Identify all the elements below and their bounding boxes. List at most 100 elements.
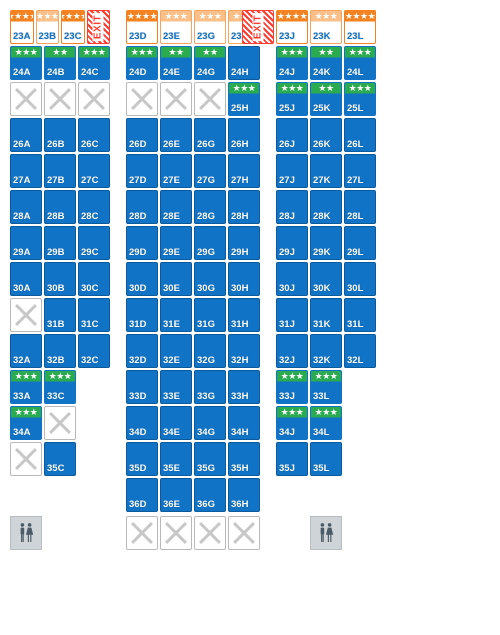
seat-33A[interactable]: ★★★33A — [10, 370, 42, 404]
seat-29H[interactable]: 29H — [228, 226, 260, 260]
seat-27K[interactable]: 27K — [310, 154, 342, 188]
seat-27L[interactable]: 27L — [344, 154, 376, 188]
seat-35E[interactable]: 35E — [160, 442, 192, 476]
seat-26K[interactable]: 26K — [310, 118, 342, 152]
seat-24B[interactable]: ★★24B — [44, 46, 76, 80]
seat-27A[interactable]: 27A — [10, 154, 42, 188]
seat-31G[interactable]: 31G — [194, 298, 226, 332]
seat-31B[interactable]: 31B — [44, 298, 76, 332]
seat-26L[interactable]: 26L — [344, 118, 376, 152]
seat-24E[interactable]: ★★24E — [160, 46, 192, 80]
seat-36G[interactable]: 36G — [194, 478, 226, 512]
seat-32J[interactable]: 32J — [276, 334, 308, 368]
seat-32B[interactable]: 32B — [44, 334, 76, 368]
seat-28A[interactable]: 28A — [10, 190, 42, 224]
seat-34A[interactable]: ★★★34A — [10, 406, 42, 440]
seat-25H[interactable]: ★★★25H — [228, 82, 260, 116]
seat-23G[interactable]: ★★★23G — [194, 10, 226, 44]
seat-29D[interactable]: 29D — [126, 226, 158, 260]
seat-33C[interactable]: ★★★33C — [44, 370, 76, 404]
seat-23J[interactable]: ★★★★23J — [276, 10, 308, 44]
seat-27E[interactable]: 27E — [160, 154, 192, 188]
seat-28E[interactable]: 28E — [160, 190, 192, 224]
seat-24K[interactable]: ★★24K — [310, 46, 342, 80]
seat-30K[interactable]: 30K — [310, 262, 342, 296]
seat-25L[interactable]: ★★★25L — [344, 82, 376, 116]
seat-32E[interactable]: 32E — [160, 334, 192, 368]
seat-24C[interactable]: ★★★24C — [78, 46, 110, 80]
seat-29L[interactable]: 29L — [344, 226, 376, 260]
seat-27G[interactable]: 27G — [194, 154, 226, 188]
seat-33G[interactable]: 33G — [194, 370, 226, 404]
seat-34D[interactable]: 34D — [126, 406, 158, 440]
seat-33J[interactable]: ★★★33J — [276, 370, 308, 404]
seat-27D[interactable]: 27D — [126, 154, 158, 188]
seat-29K[interactable]: 29K — [310, 226, 342, 260]
seat-33D[interactable]: 33D — [126, 370, 158, 404]
seat-28C[interactable]: 28C — [78, 190, 110, 224]
seat-30D[interactable]: 30D — [126, 262, 158, 296]
seat-35G[interactable]: 35G — [194, 442, 226, 476]
seat-23D[interactable]: ★★★★23D — [126, 10, 158, 44]
seat-23E[interactable]: ★★★23E — [160, 10, 192, 44]
seat-28G[interactable]: 28G — [194, 190, 226, 224]
seat-23L[interactable]: ★★★★23L — [344, 10, 376, 44]
seat-26G[interactable]: 26G — [194, 118, 226, 152]
seat-24A[interactable]: ★★★24A — [10, 46, 42, 80]
seat-29A[interactable]: 29A — [10, 226, 42, 260]
seat-27B[interactable]: 27B — [44, 154, 76, 188]
seat-35D[interactable]: 35D — [126, 442, 158, 476]
seat-28D[interactable]: 28D — [126, 190, 158, 224]
seat-32L[interactable]: 32L — [344, 334, 376, 368]
seat-36E[interactable]: 36E — [160, 478, 192, 512]
seat-30B[interactable]: 30B — [44, 262, 76, 296]
seat-31D[interactable]: 31D — [126, 298, 158, 332]
seat-30J[interactable]: 30J — [276, 262, 308, 296]
seat-26C[interactable]: 26C — [78, 118, 110, 152]
seat-24J[interactable]: ★★★24J — [276, 46, 308, 80]
seat-35J[interactable]: 35J — [276, 442, 308, 476]
seat-35C[interactable]: 35C — [44, 442, 76, 476]
seat-31H[interactable]: 31H — [228, 298, 260, 332]
seat-28B[interactable]: 28B — [44, 190, 76, 224]
seat-27J[interactable]: 27J — [276, 154, 308, 188]
seat-32A[interactable]: 32A — [10, 334, 42, 368]
seat-32C[interactable]: 32C — [78, 334, 110, 368]
seat-35H[interactable]: 35H — [228, 442, 260, 476]
seat-26D[interactable]: 26D — [126, 118, 158, 152]
seat-29C[interactable]: 29C — [78, 226, 110, 260]
seat-36D[interactable]: 36D — [126, 478, 158, 512]
seat-31C[interactable]: 31C — [78, 298, 110, 332]
seat-30A[interactable]: 30A — [10, 262, 42, 296]
seat-27H[interactable]: 27H — [228, 154, 260, 188]
seat-28L[interactable]: 28L — [344, 190, 376, 224]
seat-26A[interactable]: 26A — [10, 118, 42, 152]
seat-26J[interactable]: 26J — [276, 118, 308, 152]
seat-30G[interactable]: 30G — [194, 262, 226, 296]
seat-35L[interactable]: 35L — [310, 442, 342, 476]
seat-24D[interactable]: ★★★24D — [126, 46, 158, 80]
seat-26H[interactable]: 26H — [228, 118, 260, 152]
seat-23C[interactable]: ★★★★23C — [61, 10, 85, 44]
seat-34H[interactable]: 34H — [228, 406, 260, 440]
seat-32G[interactable]: 32G — [194, 334, 226, 368]
seat-30L[interactable]: 30L — [344, 262, 376, 296]
seat-29G[interactable]: 29G — [194, 226, 226, 260]
seat-24H[interactable]: 24H — [228, 46, 260, 80]
seat-25J[interactable]: ★★★25J — [276, 82, 308, 116]
seat-28K[interactable]: 28K — [310, 190, 342, 224]
seat-33H[interactable]: 33H — [228, 370, 260, 404]
seat-29E[interactable]: 29E — [160, 226, 192, 260]
seat-24G[interactable]: ★★24G — [194, 46, 226, 80]
seat-30H[interactable]: 30H — [228, 262, 260, 296]
seat-34L[interactable]: ★★★34L — [310, 406, 342, 440]
seat-23A[interactable]: ★★★★23A — [10, 10, 34, 44]
seat-32H[interactable]: 32H — [228, 334, 260, 368]
seat-33E[interactable]: 33E — [160, 370, 192, 404]
seat-32K[interactable]: 32K — [310, 334, 342, 368]
seat-29J[interactable]: 29J — [276, 226, 308, 260]
seat-30C[interactable]: 30C — [78, 262, 110, 296]
seat-30E[interactable]: 30E — [160, 262, 192, 296]
seat-28H[interactable]: 28H — [228, 190, 260, 224]
seat-31J[interactable]: 31J — [276, 298, 308, 332]
